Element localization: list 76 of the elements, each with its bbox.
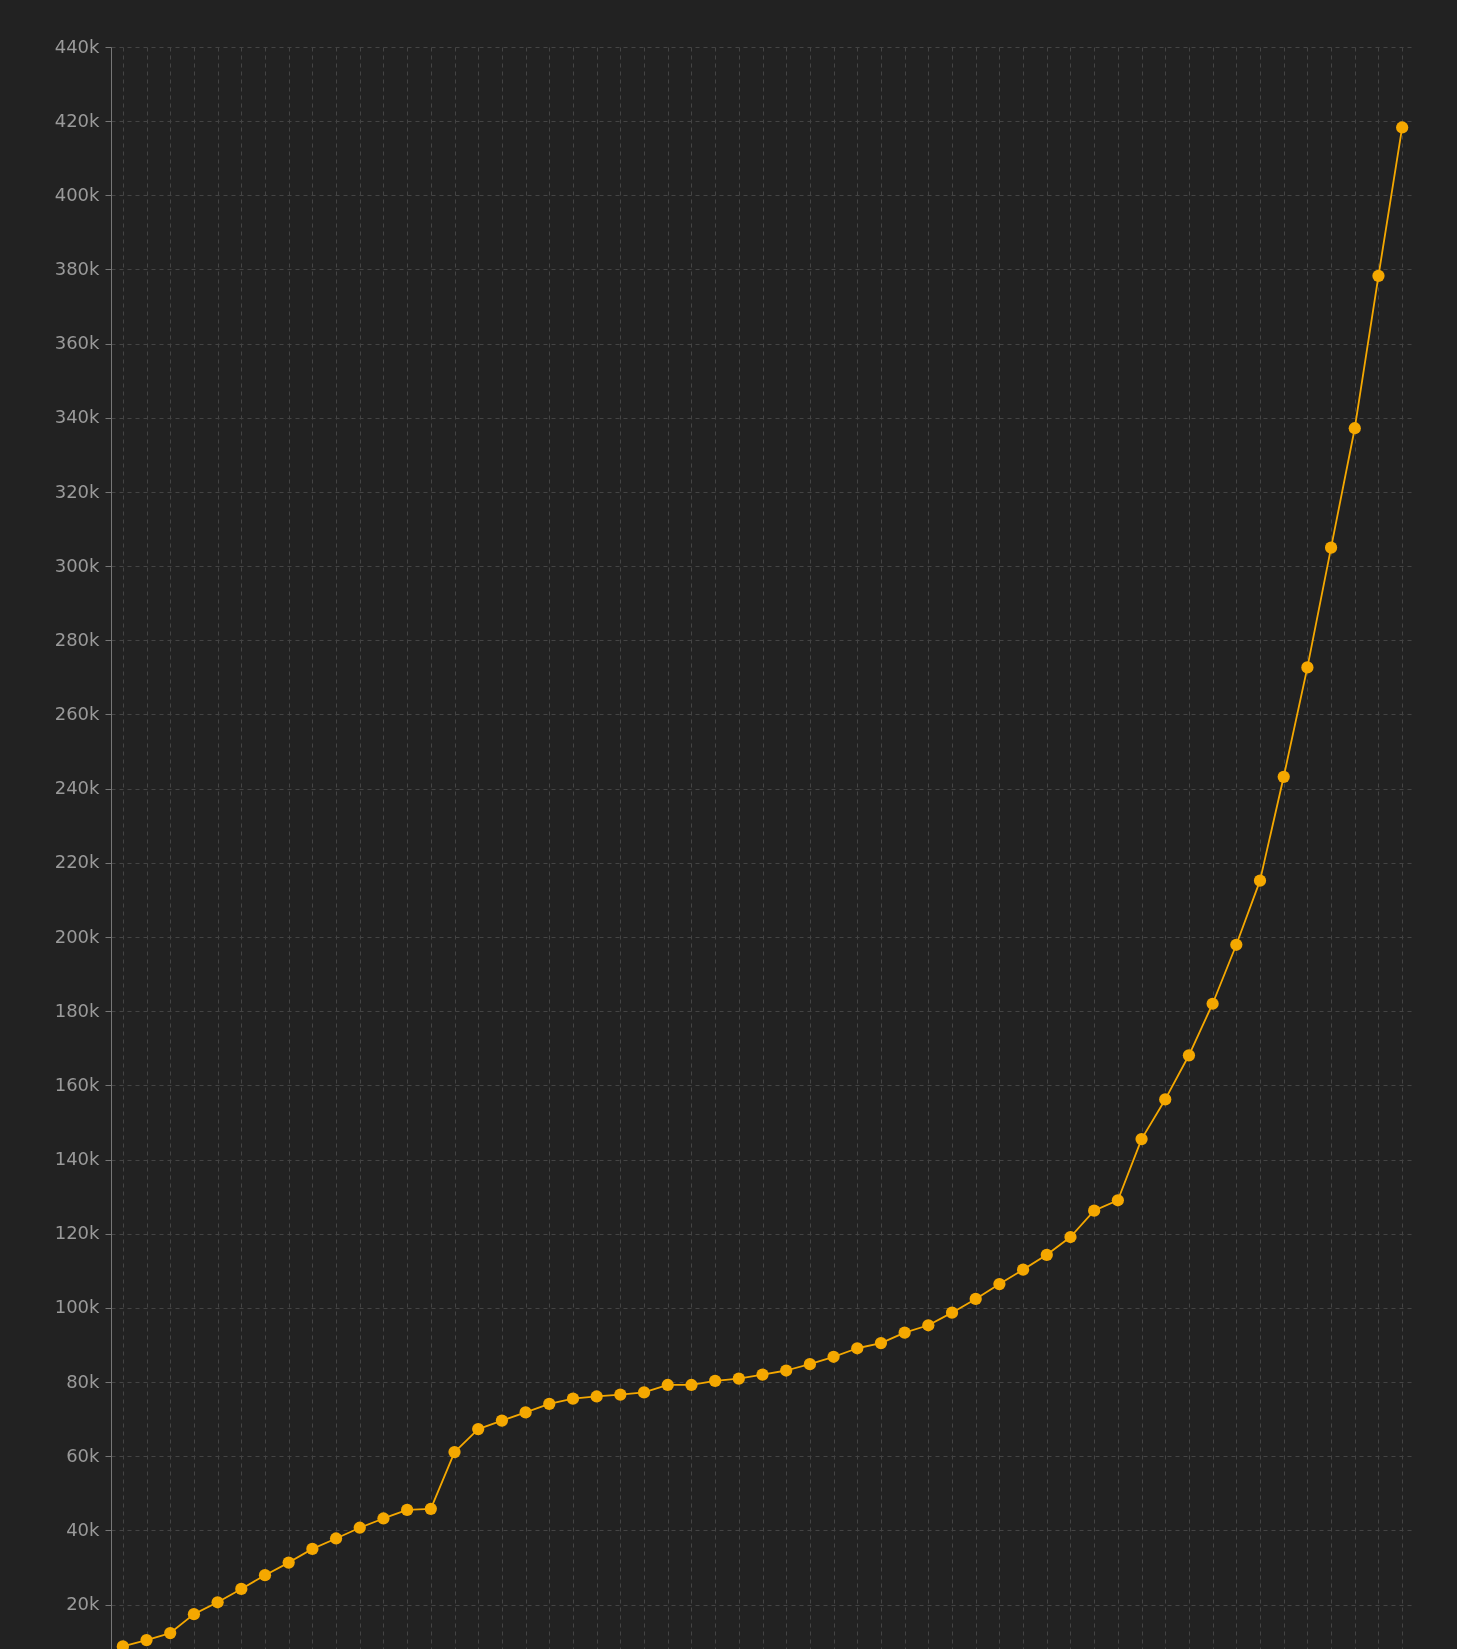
point <box>1040 1248 1053 1261</box>
point <box>874 1336 888 1350</box>
y-tick-label: 420k <box>54 109 101 131</box>
point <box>1088 1204 1101 1217</box>
y-tick-label: 80k <box>66 1370 101 1392</box>
y-tick-label: 360k <box>54 332 101 354</box>
point <box>851 1342 864 1355</box>
point <box>140 1633 153 1647</box>
point <box>898 1326 911 1339</box>
y-tick-label: 280k <box>54 628 101 650</box>
point <box>803 1358 817 1371</box>
y-tick-label: 40k <box>66 1518 101 1540</box>
y-tick-label: 180k <box>54 999 101 1021</box>
point <box>448 1445 461 1459</box>
point <box>472 1422 485 1436</box>
point <box>1277 770 1290 783</box>
y-tick-label: 140k <box>54 1148 101 1169</box>
y-tick-label: 440k <box>54 35 101 57</box>
point <box>1324 541 1338 554</box>
y-tick-label: 300k <box>54 554 101 576</box>
point <box>756 1368 769 1381</box>
point <box>1159 1093 1172 1106</box>
point <box>969 1292 982 1306</box>
point <box>1301 661 1314 674</box>
point <box>590 1390 603 1403</box>
point <box>922 1319 935 1332</box>
point <box>1135 1132 1148 1146</box>
point <box>780 1364 793 1377</box>
point <box>329 1532 343 1545</box>
point <box>661 1378 674 1392</box>
point <box>1111 1194 1124 1207</box>
point <box>235 1582 248 1596</box>
y-tick-label: 200k <box>54 925 101 947</box>
point <box>282 1556 295 1569</box>
y-tick-label: 260k <box>54 703 101 724</box>
y-tick-label: 320k <box>54 480 101 502</box>
point <box>1064 1230 1077 1244</box>
y-tick-label: 220k <box>54 851 101 873</box>
y-tick-label: 20k <box>66 1593 101 1614</box>
y-tick-label: 120k <box>54 1222 101 1244</box>
point <box>685 1378 698 1392</box>
point <box>1372 269 1385 282</box>
point <box>945 1306 959 1319</box>
point <box>377 1512 390 1525</box>
point <box>306 1542 319 1555</box>
point <box>708 1374 722 1387</box>
point <box>424 1502 437 1515</box>
point <box>495 1414 509 1427</box>
y-tick-label: 100k <box>54 1296 101 1318</box>
point <box>258 1569 272 1582</box>
y-tick-label: 240k <box>54 777 101 799</box>
point <box>164 1626 177 1640</box>
point <box>1206 997 1219 1010</box>
point <box>614 1388 627 1401</box>
point <box>637 1386 651 1399</box>
point <box>1348 422 1361 435</box>
point <box>1396 121 1409 134</box>
point <box>519 1406 532 1419</box>
point <box>187 1608 201 1621</box>
point <box>993 1277 1006 1291</box>
point <box>827 1350 840 1363</box>
point <box>401 1503 414 1517</box>
point <box>543 1397 556 1410</box>
point <box>211 1596 224 1609</box>
y-tick-label: 400k <box>54 183 101 205</box>
point <box>1016 1263 1030 1276</box>
y-tick-label: 380k <box>54 258 101 279</box>
y-tick-label: 340k <box>54 406 101 428</box>
point <box>1253 874 1267 887</box>
y-tick-label: 60k <box>66 1444 101 1466</box>
point <box>732 1372 745 1385</box>
point <box>1182 1049 1196 1062</box>
point <box>1230 938 1243 951</box>
point <box>566 1392 580 1405</box>
point <box>353 1521 366 1534</box>
y-tick-label: 160k <box>54 1073 101 1095</box>
